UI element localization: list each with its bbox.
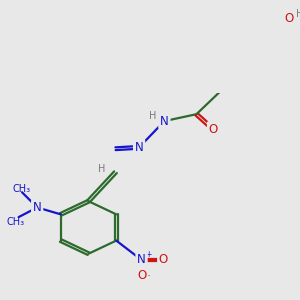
Text: N: N [160, 115, 169, 128]
Text: N: N [135, 141, 143, 154]
Text: O: O [284, 12, 294, 25]
Text: N: N [137, 254, 146, 266]
Text: ⁻: ⁻ [145, 273, 150, 282]
Text: O: O [137, 268, 146, 282]
Text: H: H [98, 164, 106, 174]
Text: CH₃: CH₃ [13, 184, 31, 194]
Text: H: H [149, 111, 156, 121]
Text: CH₃: CH₃ [6, 217, 24, 227]
Text: O: O [209, 123, 218, 136]
Text: H: H [296, 9, 300, 19]
Text: O: O [159, 254, 168, 266]
Text: N: N [33, 201, 41, 214]
Text: +: + [145, 250, 152, 259]
